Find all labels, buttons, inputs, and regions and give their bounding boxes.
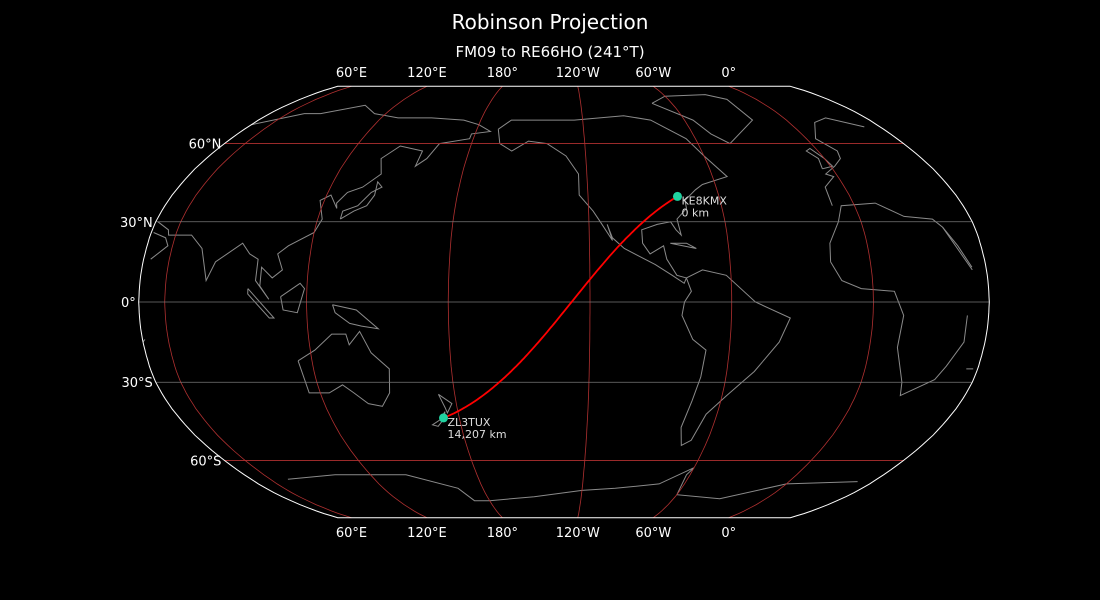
- lon-label-top: 180°: [487, 66, 518, 81]
- coastline: [150, 104, 973, 300]
- map-title: Robinson Projection: [451, 10, 649, 34]
- station-distance: 14,207 km: [447, 428, 506, 441]
- lon-label-bottom: 180°: [487, 526, 518, 541]
- coastline: [247, 288, 276, 319]
- coastline: [142, 339, 974, 370]
- coastline: [680, 269, 791, 447]
- great-circle-path: [443, 195, 678, 419]
- map-outline: [138, 85, 990, 519]
- lon-label-bottom: 0°: [721, 526, 736, 541]
- lat-label: 30°S: [121, 376, 152, 391]
- tick-labels: 60°E 60°E 120°E 120°E 180° 180° 120°W 120°W 60°W…: [120, 66, 736, 541]
- lon-label-top: 60°E: [336, 66, 367, 81]
- station-dot[interactable]: [438, 413, 448, 423]
- lat-label: 60°N: [189, 138, 222, 153]
- coastlines: [142, 94, 974, 502]
- lon-label-bottom: 120°E: [407, 526, 447, 541]
- coastline: [670, 242, 697, 249]
- lon-label-top: 120°W: [556, 66, 600, 81]
- lon-label-top: 60°W: [635, 66, 671, 81]
- station-dot[interactable]: [672, 191, 682, 201]
- coastline: [805, 147, 834, 170]
- coastline: [651, 94, 754, 145]
- coastline: [339, 180, 383, 220]
- lon-label-bottom: 60°W: [635, 526, 671, 541]
- coastline: [437, 393, 453, 415]
- station-callsign: ZL3TUX: [447, 416, 490, 429]
- coastline: [287, 467, 858, 502]
- graticule: [138, 85, 990, 519]
- coastline: [280, 282, 306, 314]
- lat-label: 30°N: [120, 216, 153, 231]
- lon-label-bottom: 120°W: [556, 526, 600, 541]
- lat-label: 60°S: [190, 454, 221, 469]
- coastline: [829, 202, 973, 397]
- station-callsign: KE8KMX: [681, 194, 727, 207]
- coastline: [497, 115, 729, 285]
- lat-label: 0°: [121, 296, 136, 311]
- coastline: [332, 304, 380, 330]
- lon-label-top: 120°E: [407, 66, 447, 81]
- lon-label-top: 0°: [721, 66, 736, 81]
- lon-label-bottom: 60°E: [336, 526, 367, 541]
- station-distance: 0 km: [681, 206, 709, 219]
- coastline: [297, 330, 391, 407]
- map-subtitle: FM09 to RE66HO (241°T): [455, 43, 645, 61]
